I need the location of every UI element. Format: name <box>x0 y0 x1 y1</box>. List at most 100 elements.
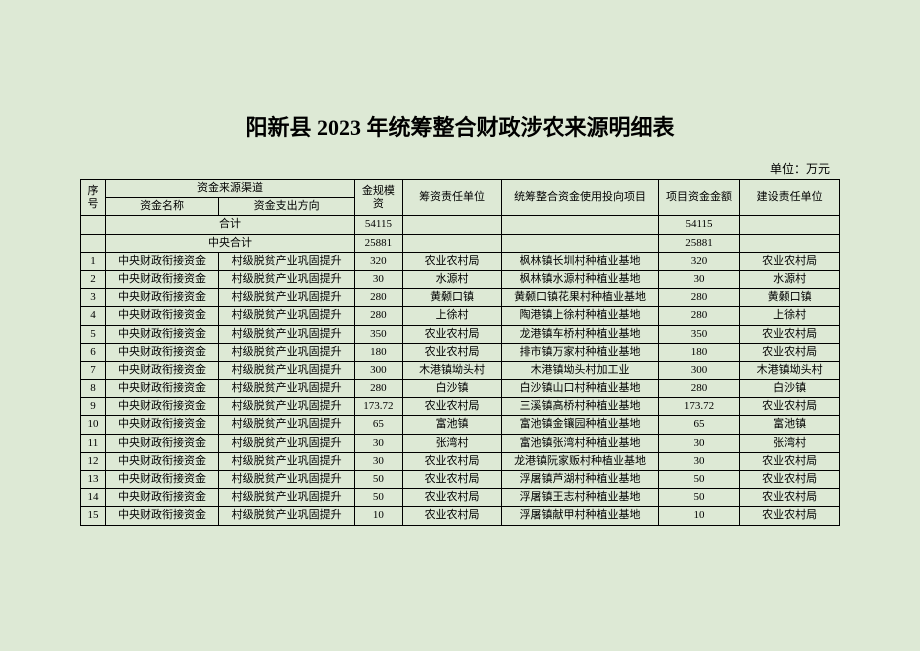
cell-proj: 浮屠镇王志村种植业基地 <box>502 489 658 507</box>
cell-build: 农业农村局 <box>740 398 840 416</box>
row-central-total: 中央合计 25881 25881 <box>81 234 840 252</box>
table-row: 12中央财政衔接资金村级脱贫产业巩固提升30农业农村局龙港镇阮家贩村种植业基地3… <box>81 452 840 470</box>
cell-proj: 浮屠镇芦湖村种植业基地 <box>502 471 658 489</box>
cell-proj: 枫林镇水源村种植业基地 <box>502 270 658 288</box>
cell-build: 富池镇 <box>740 416 840 434</box>
cell-proj: 黄颡口镇花果村种植业基地 <box>502 289 658 307</box>
cell-name: 中央财政衔接资金 <box>105 434 218 452</box>
cell-pamt: 280 <box>658 307 740 325</box>
cell-amt: 65 <box>355 416 403 434</box>
cell-dir: 村级脱贫产业巩固提升 <box>219 289 355 307</box>
cell-dir: 村级脱贫产业巩固提升 <box>219 361 355 379</box>
cell-dir: 村级脱贫产业巩固提升 <box>219 398 355 416</box>
cell-seq: 15 <box>81 507 106 525</box>
table-row: 5中央财政衔接资金村级脱贫产业巩固提升350农业农村局龙港镇车桥村种植业基地35… <box>81 325 840 343</box>
cell-resp: 富池镇 <box>402 416 502 434</box>
cell-name: 中央财政衔接资金 <box>105 307 218 325</box>
th-fund-scale: 金规模资 <box>355 180 403 216</box>
cell-pamt: 300 <box>658 361 740 379</box>
cell-pamt: 30 <box>658 270 740 288</box>
cell-resp: 木港镇坳头村 <box>402 361 502 379</box>
cell-name: 中央财政衔接资金 <box>105 452 218 470</box>
table-row: 6中央财政衔接资金村级脱贫产业巩固提升180农业农村局排市镇万家村种植业基地18… <box>81 343 840 361</box>
cell-resp: 农业农村局 <box>402 507 502 525</box>
cell-dir: 村级脱贫产业巩固提升 <box>219 489 355 507</box>
cell-resp: 农业农村局 <box>402 325 502 343</box>
cell-proj: 富池镇金镶园种植业基地 <box>502 416 658 434</box>
cell-amt: 280 <box>355 289 403 307</box>
cell-seq: 14 <box>81 489 106 507</box>
cell-seq: 6 <box>81 343 106 361</box>
document-page: 阳新县 2023 年统筹整合财政涉农来源明细表 单位：万元 序号 资金来源渠道 … <box>0 0 920 556</box>
cell-pamt: 50 <box>658 489 740 507</box>
table-row: 9中央财政衔接资金村级脱贫产业巩固提升173.72农业农村局三溪镇高桥村种植业基… <box>81 398 840 416</box>
page-title: 阳新县 2023 年统筹整合财政涉农来源明细表 <box>80 110 840 142</box>
cell-build: 上徐村 <box>740 307 840 325</box>
cell-proj: 木港镇坳头村加工业 <box>502 361 658 379</box>
cell-proj: 龙港镇阮家贩村种植业基地 <box>502 452 658 470</box>
cell-seq: 2 <box>81 270 106 288</box>
cell-pamt: 320 <box>658 252 740 270</box>
cell-dir: 村级脱贫产业巩固提升 <box>219 380 355 398</box>
cell-name: 中央财政衔接资金 <box>105 380 218 398</box>
cell-dir: 村级脱贫产业巩固提升 <box>219 270 355 288</box>
cell-build: 农业农村局 <box>740 343 840 361</box>
cell-amt: 180 <box>355 343 403 361</box>
th-raise-unit: 筹资责任单位 <box>402 180 502 216</box>
unit-label: 单位：万元 <box>80 160 840 177</box>
cell-name: 中央财政衔接资金 <box>105 325 218 343</box>
cell-name: 中央财政衔接资金 <box>105 289 218 307</box>
cell-seq: 8 <box>81 380 106 398</box>
cell-proj: 枫林镇长圳村种植业基地 <box>502 252 658 270</box>
th-fund-direction: 资金支出方向 <box>219 198 355 216</box>
cell-dir: 村级脱贫产业巩固提升 <box>219 507 355 525</box>
table-row: 13中央财政衔接资金村级脱贫产业巩固提升50农业农村局浮屠镇芦湖村种植业基地50… <box>81 471 840 489</box>
cell-resp: 农业农村局 <box>402 343 502 361</box>
cell-central-amount: 25881 <box>355 234 403 252</box>
cell-dir: 村级脱贫产业巩固提升 <box>219 325 355 343</box>
cell-amt: 30 <box>355 452 403 470</box>
table-header: 序号 资金来源渠道 金规模资 筹资责任单位 统筹整合资金使用投向项目 项目资金金… <box>81 180 840 216</box>
cell-amt: 50 <box>355 471 403 489</box>
cell-proj: 三溪镇高桥村种植业基地 <box>502 398 658 416</box>
cell-dir: 村级脱贫产业巩固提升 <box>219 471 355 489</box>
cell-amt: 30 <box>355 434 403 452</box>
cell-seq: 3 <box>81 289 106 307</box>
cell-pamt: 280 <box>658 380 740 398</box>
cell-build: 农业农村局 <box>740 252 840 270</box>
cell-pamt: 30 <box>658 434 740 452</box>
cell-amt: 300 <box>355 361 403 379</box>
cell-resp: 农业农村局 <box>402 489 502 507</box>
cell-dir: 村级脱贫产业巩固提升 <box>219 343 355 361</box>
th-build-unit: 建设责任单位 <box>740 180 840 216</box>
cell-seq: 5 <box>81 325 106 343</box>
cell-central-pamount: 25881 <box>658 234 740 252</box>
cell-build: 农业农村局 <box>740 452 840 470</box>
cell-amt: 50 <box>355 489 403 507</box>
cell-seq: 7 <box>81 361 106 379</box>
cell-resp: 农业农村局 <box>402 452 502 470</box>
cell-name: 中央财政衔接资金 <box>105 361 218 379</box>
cell-pamt: 173.72 <box>658 398 740 416</box>
th-fund-name: 资金名称 <box>105 198 218 216</box>
cell-proj: 排市镇万家村种植业基地 <box>502 343 658 361</box>
th-project-amount: 项目资金金额 <box>658 180 740 216</box>
cell-pamt: 65 <box>658 416 740 434</box>
cell-central-label: 中央合计 <box>105 234 354 252</box>
table-row: 2中央财政衔接资金村级脱贫产业巩固提升30水源村枫林镇水源村种植业基地30水源村 <box>81 270 840 288</box>
cell-amt: 350 <box>355 325 403 343</box>
cell-build: 木港镇坳头村 <box>740 361 840 379</box>
cell-grand-pamount: 54115 <box>658 216 740 234</box>
cell-build: 农业农村局 <box>740 507 840 525</box>
cell-proj: 陶港镇上徐村种植业基地 <box>502 307 658 325</box>
cell-proj: 龙港镇车桥村种植业基地 <box>502 325 658 343</box>
cell-resp: 农业农村局 <box>402 398 502 416</box>
table-row: 3中央财政衔接资金村级脱贫产业巩固提升280黄颡口镇黄颡口镇花果村种植业基地28… <box>81 289 840 307</box>
table-row: 4中央财政衔接资金村级脱贫产业巩固提升280上徐村陶港镇上徐村种植业基地280上… <box>81 307 840 325</box>
table-row: 15中央财政衔接资金村级脱贫产业巩固提升10农业农村局浮屠镇献甲村种植业基地10… <box>81 507 840 525</box>
cell-dir: 村级脱贫产业巩固提升 <box>219 307 355 325</box>
cell-name: 中央财政衔接资金 <box>105 416 218 434</box>
cell-build: 农业农村局 <box>740 471 840 489</box>
cell-seq: 13 <box>81 471 106 489</box>
th-source-channel: 资金来源渠道 <box>105 180 354 198</box>
